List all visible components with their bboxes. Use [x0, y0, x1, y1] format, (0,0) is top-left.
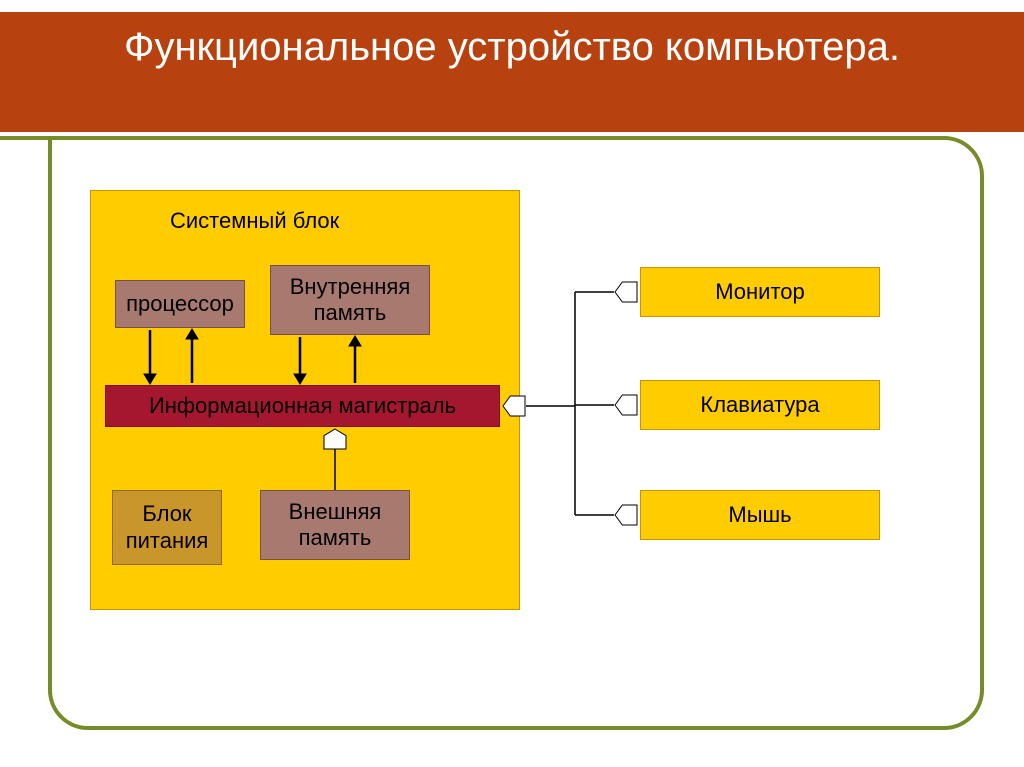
node-mouse-label: Мышь [728, 502, 791, 528]
node-psu: Блок питания [112, 490, 222, 565]
node-storage: Внешняя память [260, 490, 410, 560]
system-block-label: Системный блок [170, 208, 339, 234]
node-cpu: процессор [115, 280, 245, 328]
page-title: Функциональное устройство компьютера. [0, 12, 1024, 132]
node-bus: Информационная магистраль [105, 385, 500, 427]
node-ram: Внутренняя память [270, 265, 430, 335]
node-monitor-label: Монитор [715, 279, 805, 305]
node-bus-label: Информационная магистраль [149, 393, 456, 419]
node-psu-label: Блок питания [117, 501, 217, 554]
node-ram-label: Внутренняя память [275, 274, 425, 327]
node-storage-label: Внешняя память [265, 499, 405, 552]
node-keyboard-label: Клавиатура [700, 392, 819, 418]
node-keyboard: Клавиатура [640, 380, 880, 430]
node-mouse: Мышь [640, 490, 880, 540]
node-monitor: Монитор [640, 267, 880, 317]
header-underline [0, 136, 48, 140]
node-cpu-label: процессор [126, 291, 234, 317]
